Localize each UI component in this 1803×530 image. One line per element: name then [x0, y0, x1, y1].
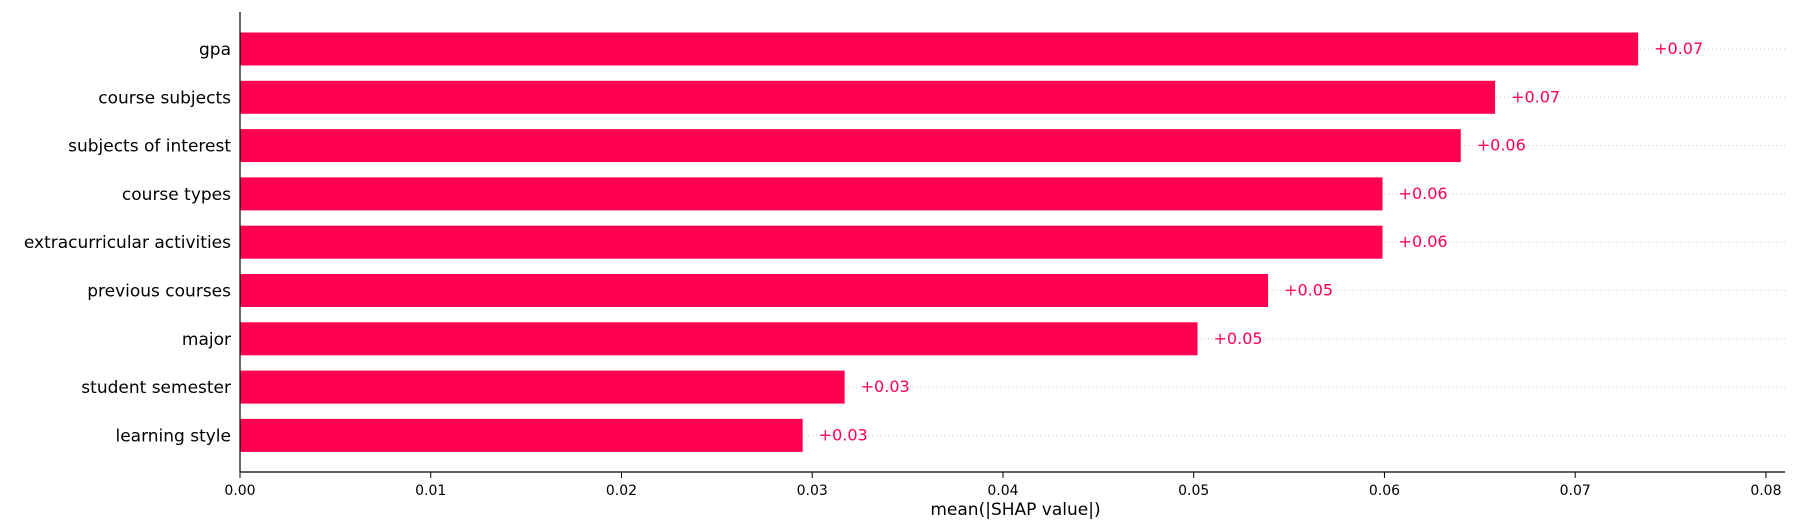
bar — [240, 80, 1496, 114]
bar — [240, 322, 1198, 356]
bar-value-label: +0.07 — [1654, 39, 1703, 58]
bar — [240, 274, 1269, 307]
x-tick-label: 0.07 — [1560, 483, 1591, 499]
bar — [240, 418, 803, 452]
bar-value-label: +0.05 — [1284, 281, 1333, 300]
bar-value-label: +0.03 — [819, 425, 868, 444]
x-tick-label: 0.08 — [1750, 483, 1781, 499]
category-label: course subjects — [98, 88, 231, 108]
category-label: major — [182, 330, 231, 350]
x-tick-label: 0.06 — [1369, 483, 1400, 499]
category-label: course types — [122, 185, 231, 205]
bar — [240, 32, 1639, 66]
bar-value-label: +0.06 — [1399, 232, 1448, 251]
category-label: extracurricular activities — [24, 233, 231, 253]
bar — [240, 129, 1461, 163]
axes — [239, 12, 1785, 473]
category-label: student semester — [81, 378, 231, 398]
x-tick-label: 0.02 — [606, 483, 637, 499]
category-label: learning style — [115, 426, 231, 446]
bar-value-label: +0.06 — [1399, 184, 1448, 203]
bar-value-label: +0.03 — [861, 377, 910, 396]
bar-value-label: +0.07 — [1511, 87, 1560, 106]
bar — [240, 370, 845, 404]
x-tick-label: 0.01 — [415, 483, 446, 499]
bar-value-label: +0.06 — [1477, 136, 1526, 155]
bar — [240, 225, 1383, 259]
x-tick-label: 0.04 — [987, 483, 1018, 499]
bars — [240, 32, 1639, 452]
x-ticks: 0.00 0.01 0.02 0.03 0.04 0.05 0.06 0.07 0.08 — [224, 472, 1782, 499]
value-labels: +0.07 +0.07 +0.06 +0.06 +0.06 +0.05 +0.05 +0.03… — [819, 39, 1703, 444]
bar — [240, 177, 1383, 211]
category-label: previous courses — [87, 282, 231, 302]
category-label: subjects of interest — [68, 137, 231, 157]
x-tick-label: 0.00 — [224, 483, 255, 499]
category-label: gpa — [199, 40, 231, 60]
x-tick-label: 0.03 — [797, 483, 828, 499]
x-axis-label: mean(|SHAP value|) — [930, 500, 1100, 520]
category-labels: gpa course subjects subjects of interest co… — [24, 40, 231, 446]
bar-value-label: +0.05 — [1214, 329, 1263, 348]
x-tick-label: 0.05 — [1178, 483, 1209, 499]
